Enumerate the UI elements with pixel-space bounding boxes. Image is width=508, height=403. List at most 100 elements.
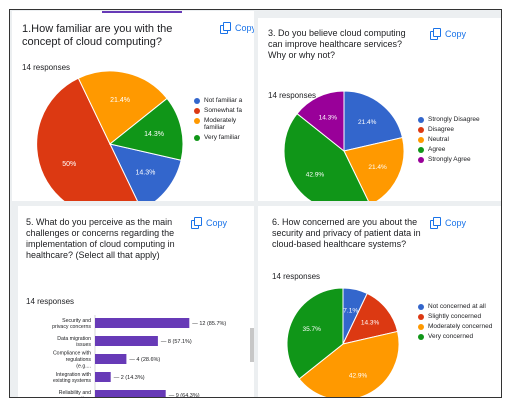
response-count: 14 responses bbox=[26, 297, 75, 306]
bar bbox=[95, 318, 190, 328]
bar bbox=[95, 354, 127, 364]
question-card-5: 5. What do you perceive as the main chal… bbox=[18, 206, 254, 397]
slice-label: 14.3% bbox=[144, 131, 164, 138]
scrollbar[interactable] bbox=[250, 328, 254, 362]
category-label: Data migration issues bbox=[57, 336, 91, 348]
legend-label: Very concerned bbox=[428, 333, 474, 340]
copy-icon bbox=[191, 217, 202, 229]
copy-label: Copy bbox=[445, 28, 467, 39]
response-count: 14 responses bbox=[272, 272, 321, 281]
slice-label: 14.3% bbox=[361, 320, 380, 327]
legend-label: Strongly Disagree bbox=[428, 116, 480, 123]
legend-label: Not concerned at all bbox=[428, 303, 486, 310]
slice-label: 21.4% bbox=[368, 164, 387, 171]
bar-value-label: — 12 (85.7%) bbox=[192, 321, 226, 327]
question-card-3: 3. Do you believe cloud computing can im… bbox=[258, 18, 501, 201]
legend-swatch bbox=[418, 324, 424, 330]
legend-label: Very familiar bbox=[204, 134, 240, 141]
pie-slice-very-concerned bbox=[286, 287, 344, 380]
copy-button[interactable]: Copy bbox=[430, 28, 467, 40]
copy-button[interactable]: Copy bbox=[220, 22, 254, 34]
legend-swatch bbox=[194, 98, 200, 104]
legend-item[interactable]: Moderately familiar bbox=[194, 117, 254, 131]
copy-icon bbox=[220, 22, 231, 34]
bar bbox=[95, 336, 158, 346]
legend-item[interactable]: Somewhat fa bbox=[194, 107, 254, 114]
legend-item[interactable]: Neutral bbox=[418, 136, 498, 143]
legend-item[interactable]: Not concerned at all bbox=[418, 303, 498, 310]
legend-label: Not familiar a bbox=[204, 97, 243, 104]
bar-value-label: — 8 (57.1%) bbox=[161, 339, 192, 345]
bar-value-label: — 2 (14.3%) bbox=[114, 375, 145, 381]
question-title: 1.How familiar are you with the concept … bbox=[22, 23, 173, 49]
legend-swatch bbox=[194, 108, 200, 114]
bar-chart-5: — 12 (85.7%) Security and privacy concerns… bbox=[52, 315, 226, 397]
question-card-6: 6. How concerned are you about the secur… bbox=[258, 206, 501, 397]
pie-chart-6: 7.1%14.3% 42.9% 35.7% bbox=[286, 287, 400, 397]
legend-label: Neutral bbox=[428, 136, 449, 143]
slice-label: 21.4% bbox=[358, 119, 377, 126]
slice-label: 35.7% bbox=[302, 326, 321, 333]
legend-item[interactable]: Strongly Disagree bbox=[418, 116, 498, 123]
legend-swatch bbox=[418, 334, 424, 340]
legend-item[interactable]: Very familiar bbox=[194, 134, 254, 141]
category-label: Reliability anduptime bbox=[59, 390, 91, 397]
category-label: Compliance with regulations (e.g.... bbox=[53, 351, 91, 370]
pie-slice-strongly-agree bbox=[296, 90, 345, 153]
legend-swatch bbox=[418, 117, 424, 123]
legend-label: Disagree bbox=[428, 126, 455, 133]
pie-slice-not-familiar-a bbox=[109, 143, 182, 201]
response-count: 14 responses bbox=[22, 63, 71, 72]
pie-chart-3: 21.4% 21.4% 42.9% 14.3% bbox=[283, 90, 405, 201]
question-title: 3. Do you believe cloud computing can im… bbox=[268, 28, 406, 60]
legend-swatch bbox=[418, 304, 424, 310]
question-card-1: 1.How familiar are you with the concept … bbox=[12, 11, 254, 201]
bar-value-label: — 4 (28.6%) bbox=[129, 357, 160, 363]
slice-label: 50% bbox=[62, 161, 76, 168]
legend-swatch bbox=[418, 147, 424, 153]
legend-item[interactable]: Not familiar a bbox=[194, 97, 254, 104]
legend-swatch bbox=[418, 127, 424, 133]
legend-item[interactable]: Disagree bbox=[418, 126, 498, 133]
copy-label: Copy bbox=[445, 217, 467, 228]
copy-button[interactable]: Copy bbox=[191, 217, 228, 229]
pie-slice-moderately-concerned bbox=[298, 330, 400, 397]
copy-icon bbox=[430, 217, 441, 229]
question-title: 5. What do you perceive as the main chal… bbox=[26, 217, 175, 260]
legend-label: Somewhat fa bbox=[204, 107, 242, 114]
pie-slice-agree bbox=[283, 112, 369, 201]
bar bbox=[95, 390, 166, 397]
legend-label: Moderately familiar bbox=[204, 117, 237, 131]
copy-icon bbox=[430, 28, 441, 40]
legend-item[interactable]: Moderately concerned bbox=[418, 323, 498, 330]
category-label: Security and privacy concerns bbox=[52, 318, 91, 330]
slice-label: 42.9% bbox=[306, 171, 325, 178]
pie-slice-somewhat-fa bbox=[36, 77, 138, 201]
legend-item[interactable]: Agree bbox=[418, 146, 498, 153]
chart-legend: Not concerned at all Slightly concerned Mo… bbox=[418, 303, 498, 343]
slice-label: 14.3% bbox=[319, 115, 338, 122]
slice-label: 7.1% bbox=[343, 307, 358, 314]
legend-swatch bbox=[418, 157, 424, 163]
tab-indicator bbox=[102, 11, 182, 13]
survey-results-collage: 1.How familiar are you with the concept … bbox=[9, 9, 502, 398]
legend-item[interactable]: Slightly concerned bbox=[418, 313, 498, 320]
pie-slice-moderately-familiar bbox=[77, 70, 168, 145]
bar bbox=[95, 372, 111, 382]
category-label: Integration with existing systems bbox=[53, 372, 91, 384]
slice-label: 42.9% bbox=[349, 372, 368, 379]
legend-label: Agree bbox=[428, 146, 446, 153]
legend-swatch bbox=[194, 135, 200, 141]
copy-label: Copy bbox=[206, 217, 228, 228]
legend-item[interactable]: Strongly Agree bbox=[418, 156, 498, 163]
legend-label: Slightly concerned bbox=[428, 313, 482, 320]
legend-item[interactable]: Very concerned bbox=[418, 333, 498, 340]
legend-swatch bbox=[418, 314, 424, 320]
copy-button[interactable]: Copy bbox=[430, 217, 467, 229]
response-count: 14 responses bbox=[268, 91, 317, 100]
legend-label: Strongly Agree bbox=[428, 156, 471, 163]
copy-label: Copy bbox=[235, 22, 254, 33]
legend-swatch bbox=[418, 137, 424, 143]
pie-slice-neutral bbox=[343, 136, 405, 201]
chart-legend: Not familiar a Somewhat fa Moderately fami… bbox=[194, 97, 254, 144]
